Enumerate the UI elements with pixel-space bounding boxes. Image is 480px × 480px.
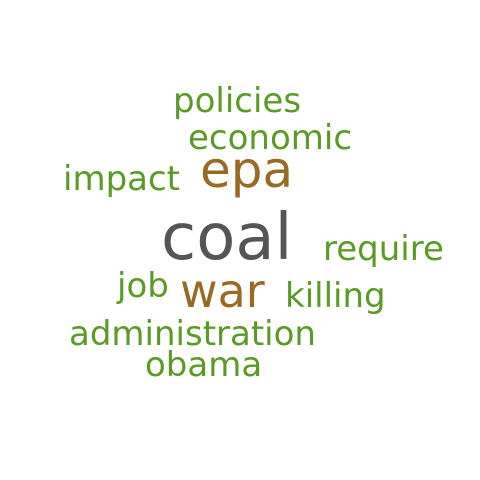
word-epa: epa [200,141,294,199]
word-economic: economic [188,118,353,158]
word-impact: impact [63,159,181,199]
word-war: war [180,264,265,318]
word-require: require [323,229,444,269]
word-administration: administration [69,314,316,354]
word-obama: obama [145,345,263,385]
word-job: job [117,266,169,306]
word-killing: killing [285,276,386,316]
word-policies: policies [173,81,302,121]
word-coal: coal [161,201,293,275]
